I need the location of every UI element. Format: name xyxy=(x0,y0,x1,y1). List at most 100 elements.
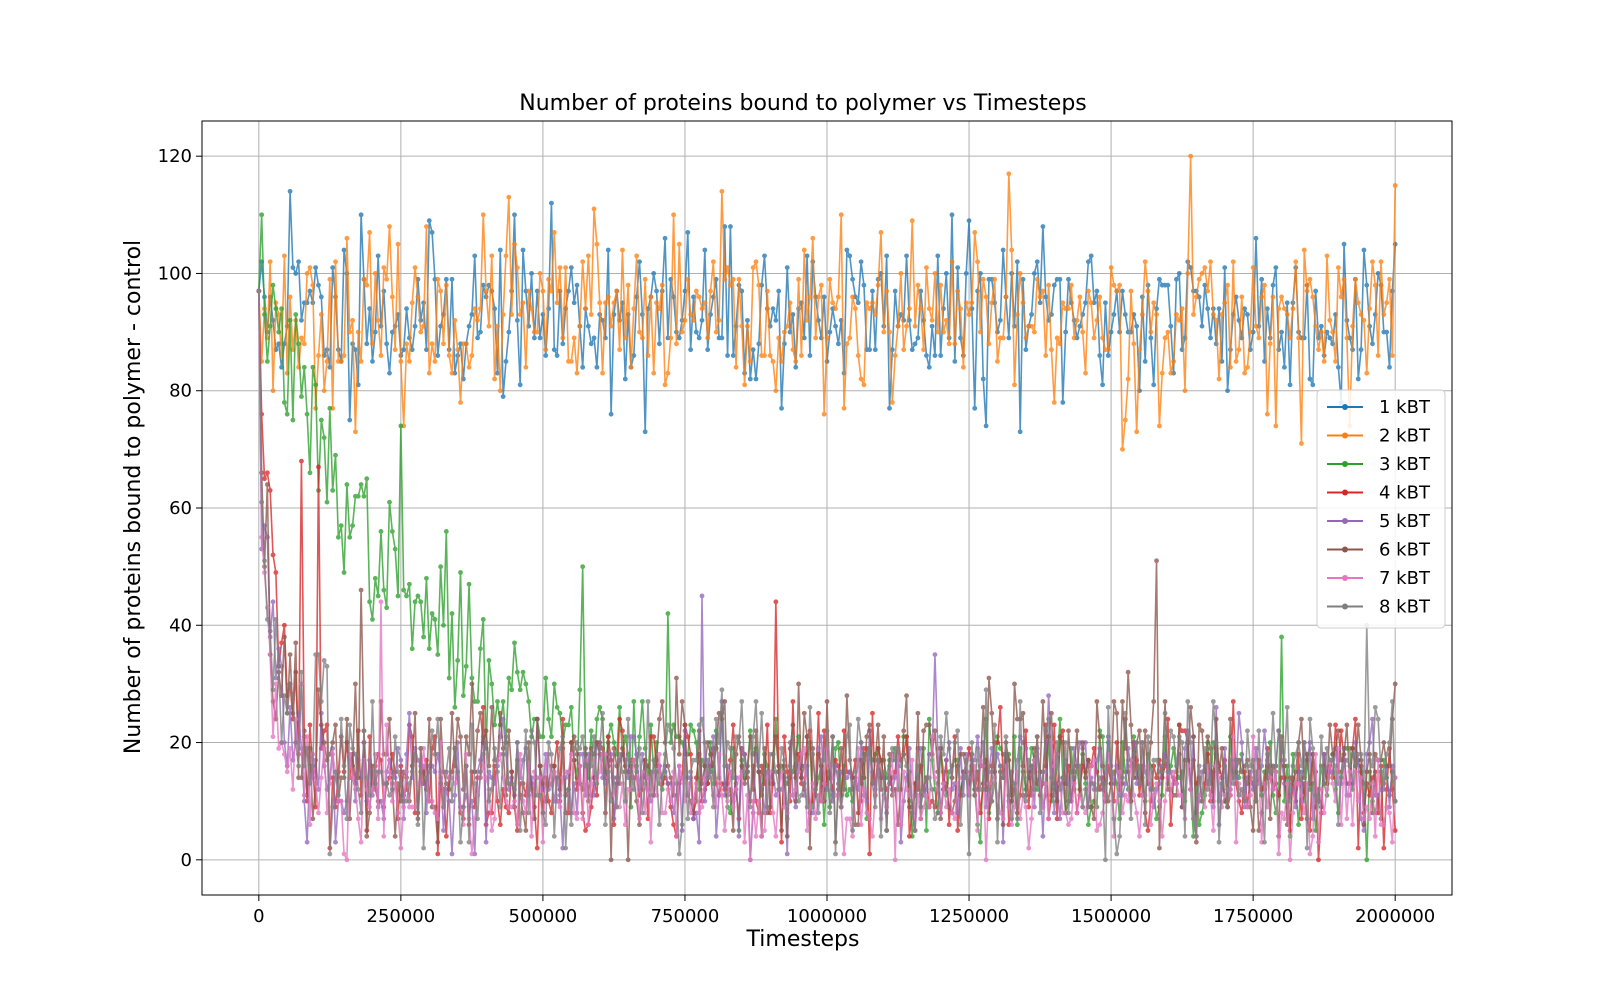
data-point xyxy=(290,787,296,792)
data-point xyxy=(281,634,287,640)
data-point xyxy=(1134,323,1140,329)
data-point xyxy=(600,317,605,323)
data-point xyxy=(327,405,333,411)
data-point xyxy=(855,716,861,722)
data-point xyxy=(935,810,941,816)
data-point xyxy=(966,746,972,751)
data-point xyxy=(872,312,878,317)
data-point xyxy=(844,792,850,798)
data-point xyxy=(830,300,836,306)
data-point xyxy=(1068,769,1074,775)
data-point xyxy=(1375,757,1381,763)
data-point xyxy=(1205,734,1211,740)
data-point xyxy=(1137,728,1142,734)
data-point xyxy=(1051,282,1057,288)
data-point xyxy=(929,323,935,329)
data-point xyxy=(1321,781,1327,786)
data-point xyxy=(392,775,398,781)
data-point xyxy=(1108,329,1114,335)
data-point xyxy=(1205,787,1211,792)
data-point xyxy=(818,282,824,288)
data-point xyxy=(1009,822,1015,828)
data-point xyxy=(1228,792,1233,798)
data-point xyxy=(1341,751,1347,757)
data-point xyxy=(1145,828,1151,833)
data-point xyxy=(742,781,748,786)
data-point xyxy=(691,294,696,300)
data-point xyxy=(333,452,338,458)
data-point xyxy=(1196,722,1202,728)
data-point xyxy=(426,218,432,224)
data-point xyxy=(549,288,554,294)
legend-label: 2 kBT xyxy=(1379,426,1431,447)
data-point xyxy=(969,300,975,306)
data-point xyxy=(429,798,435,804)
data-point xyxy=(1316,857,1321,863)
data-point xyxy=(620,769,625,775)
data-point xyxy=(469,851,475,857)
data-point xyxy=(1156,423,1162,429)
data-point xyxy=(801,247,807,253)
data-point xyxy=(804,253,810,259)
data-point xyxy=(1341,241,1347,247)
data-point xyxy=(418,329,424,335)
data-point xyxy=(1060,300,1066,306)
data-point xyxy=(344,816,350,822)
data-point xyxy=(1122,312,1128,317)
data-point xyxy=(517,382,523,388)
data-point xyxy=(1083,810,1088,816)
data-point xyxy=(418,599,424,605)
data-point xyxy=(443,282,449,288)
data-point xyxy=(1318,323,1324,329)
data-point xyxy=(594,364,600,370)
data-point xyxy=(426,646,432,652)
data-point xyxy=(1355,845,1361,851)
data-point xyxy=(432,359,438,364)
data-point xyxy=(1103,300,1108,306)
data-point xyxy=(1267,341,1273,347)
data-point xyxy=(1259,294,1265,300)
data-point xyxy=(404,341,409,347)
data-point xyxy=(1279,810,1284,816)
data-point xyxy=(1094,699,1100,704)
data-point xyxy=(1247,329,1253,335)
data-point xyxy=(895,746,901,751)
data-point xyxy=(779,359,784,364)
data-point xyxy=(739,763,745,769)
data-point xyxy=(688,722,694,728)
data-point xyxy=(1176,271,1182,276)
data-point xyxy=(353,681,358,687)
data-point xyxy=(864,751,870,757)
data-point xyxy=(364,341,370,347)
data-point xyxy=(1333,763,1338,769)
data-point xyxy=(909,757,915,763)
data-point xyxy=(958,746,963,751)
data-point xyxy=(639,751,645,757)
data-point xyxy=(1384,751,1390,757)
data-point xyxy=(557,804,563,810)
data-point xyxy=(605,247,611,253)
data-point xyxy=(591,734,597,740)
data-point xyxy=(310,364,316,370)
data-point xyxy=(591,792,597,798)
data-point xyxy=(273,570,279,575)
data-point xyxy=(779,839,784,845)
data-point xyxy=(463,341,469,347)
data-point xyxy=(264,359,270,364)
data-point xyxy=(358,587,364,593)
data-point xyxy=(1137,781,1142,786)
data-point xyxy=(284,411,290,417)
data-point xyxy=(455,658,461,663)
data-point xyxy=(784,323,790,329)
data-point xyxy=(841,851,847,857)
axis-ticks: 0 250000 500000 750000 1000000 1250000 1500000… xyxy=(158,146,1436,927)
data-point xyxy=(807,845,813,851)
data-point xyxy=(443,529,449,534)
data-point xyxy=(1364,804,1370,810)
data-point xyxy=(1088,300,1094,306)
data-point xyxy=(818,798,824,804)
data-point xyxy=(1299,716,1304,722)
data-point xyxy=(406,359,412,364)
data-point xyxy=(1310,746,1316,751)
data-point xyxy=(906,306,912,312)
